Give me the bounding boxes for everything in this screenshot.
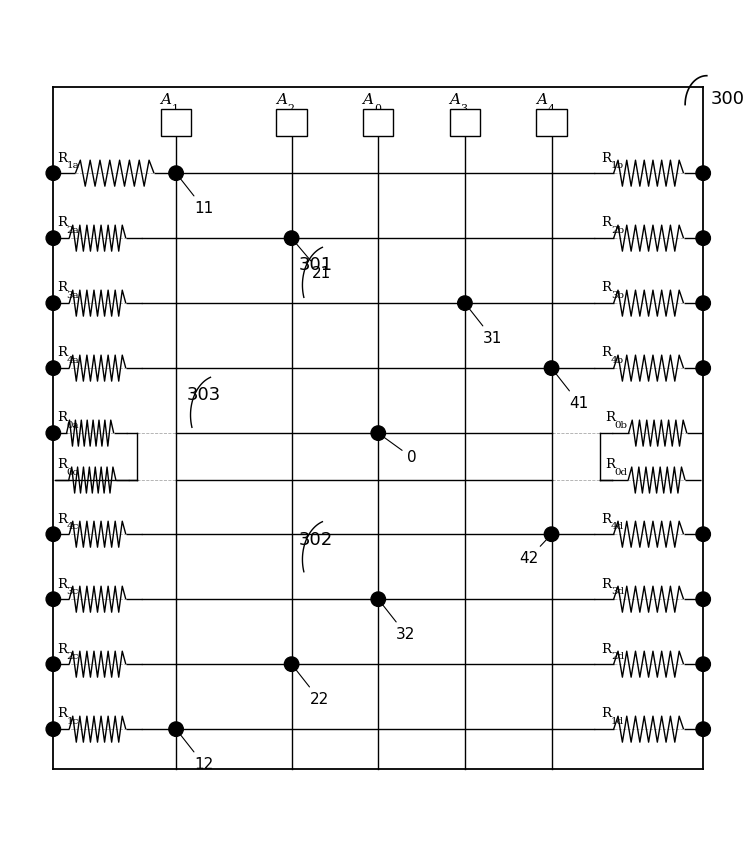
Text: A: A <box>362 93 374 107</box>
Text: 3a: 3a <box>66 291 79 301</box>
Text: R: R <box>602 282 611 295</box>
Circle shape <box>46 527 61 541</box>
Text: 2: 2 <box>287 104 294 114</box>
Circle shape <box>696 295 710 310</box>
Text: R: R <box>57 643 67 655</box>
Text: 41: 41 <box>554 370 589 411</box>
Text: 3b: 3b <box>611 291 624 301</box>
Text: R: R <box>57 151 67 165</box>
Bar <box>363 109 394 137</box>
Text: R: R <box>57 708 67 721</box>
Circle shape <box>696 722 710 736</box>
Text: R: R <box>57 411 67 424</box>
Circle shape <box>169 166 183 180</box>
Circle shape <box>544 361 559 375</box>
Text: 1c: 1c <box>66 717 79 726</box>
Text: 0b: 0b <box>614 421 627 430</box>
Text: R: R <box>605 411 615 424</box>
Text: 0d: 0d <box>614 468 627 477</box>
Circle shape <box>371 592 386 606</box>
Text: R: R <box>57 346 67 359</box>
Text: 301: 301 <box>298 256 333 274</box>
Circle shape <box>169 722 183 736</box>
Circle shape <box>696 592 710 606</box>
Bar <box>536 109 567 137</box>
Text: 0a: 0a <box>66 421 79 430</box>
Text: A: A <box>160 93 171 107</box>
Text: 300: 300 <box>710 90 745 108</box>
Text: 1d: 1d <box>611 717 624 726</box>
Text: 4a: 4a <box>66 356 79 365</box>
Text: R: R <box>57 577 67 590</box>
Text: R: R <box>602 708 611 721</box>
Text: 4: 4 <box>548 104 554 114</box>
Circle shape <box>696 527 710 541</box>
Circle shape <box>46 361 61 375</box>
Text: R: R <box>602 577 611 590</box>
Text: 12: 12 <box>178 731 214 772</box>
Circle shape <box>46 231 61 246</box>
Text: R: R <box>57 459 67 472</box>
Text: R: R <box>605 459 615 472</box>
Text: 31: 31 <box>466 305 502 346</box>
Circle shape <box>544 527 559 541</box>
Text: R: R <box>57 216 67 229</box>
Text: 2c: 2c <box>66 652 79 661</box>
Circle shape <box>46 657 61 672</box>
Circle shape <box>458 295 472 310</box>
Text: A: A <box>536 93 547 107</box>
Text: 32: 32 <box>380 601 416 642</box>
Text: A: A <box>449 93 460 107</box>
Text: 21: 21 <box>293 241 331 281</box>
Text: 3: 3 <box>460 104 468 114</box>
Text: 4b: 4b <box>611 356 624 365</box>
Text: 3d: 3d <box>611 588 624 596</box>
Text: 11: 11 <box>178 175 214 216</box>
Text: 4c: 4c <box>66 522 79 532</box>
Circle shape <box>284 657 298 672</box>
Text: 2a: 2a <box>66 226 79 235</box>
Text: 303: 303 <box>187 387 221 405</box>
Text: 0c: 0c <box>66 468 79 477</box>
Circle shape <box>46 295 61 310</box>
Text: 0: 0 <box>374 104 381 114</box>
Circle shape <box>696 361 710 375</box>
Text: 42: 42 <box>519 536 550 566</box>
Text: A: A <box>276 93 286 107</box>
Text: R: R <box>602 513 611 526</box>
Circle shape <box>696 166 710 180</box>
Text: 2d: 2d <box>611 652 624 661</box>
Text: 22: 22 <box>293 667 329 707</box>
Text: R: R <box>602 346 611 359</box>
Bar <box>277 109 307 137</box>
Text: 3c: 3c <box>66 588 79 596</box>
Text: R: R <box>602 151 611 165</box>
Text: R: R <box>602 643 611 655</box>
Bar <box>161 109 191 137</box>
Text: 1: 1 <box>172 104 178 114</box>
Text: 302: 302 <box>298 531 333 549</box>
Text: R: R <box>57 513 67 526</box>
Circle shape <box>46 722 61 736</box>
Circle shape <box>371 426 386 441</box>
Text: 1a: 1a <box>66 161 79 170</box>
Text: R: R <box>57 282 67 295</box>
Circle shape <box>46 592 61 606</box>
Circle shape <box>284 231 298 246</box>
Text: 0: 0 <box>380 435 417 465</box>
Bar <box>450 109 480 137</box>
Circle shape <box>46 426 61 441</box>
Text: R: R <box>602 216 611 229</box>
Circle shape <box>696 231 710 246</box>
Text: 2b: 2b <box>611 226 624 235</box>
Circle shape <box>696 657 710 672</box>
Text: 1b: 1b <box>611 161 624 170</box>
Circle shape <box>46 166 61 180</box>
Text: 4d: 4d <box>611 522 624 532</box>
